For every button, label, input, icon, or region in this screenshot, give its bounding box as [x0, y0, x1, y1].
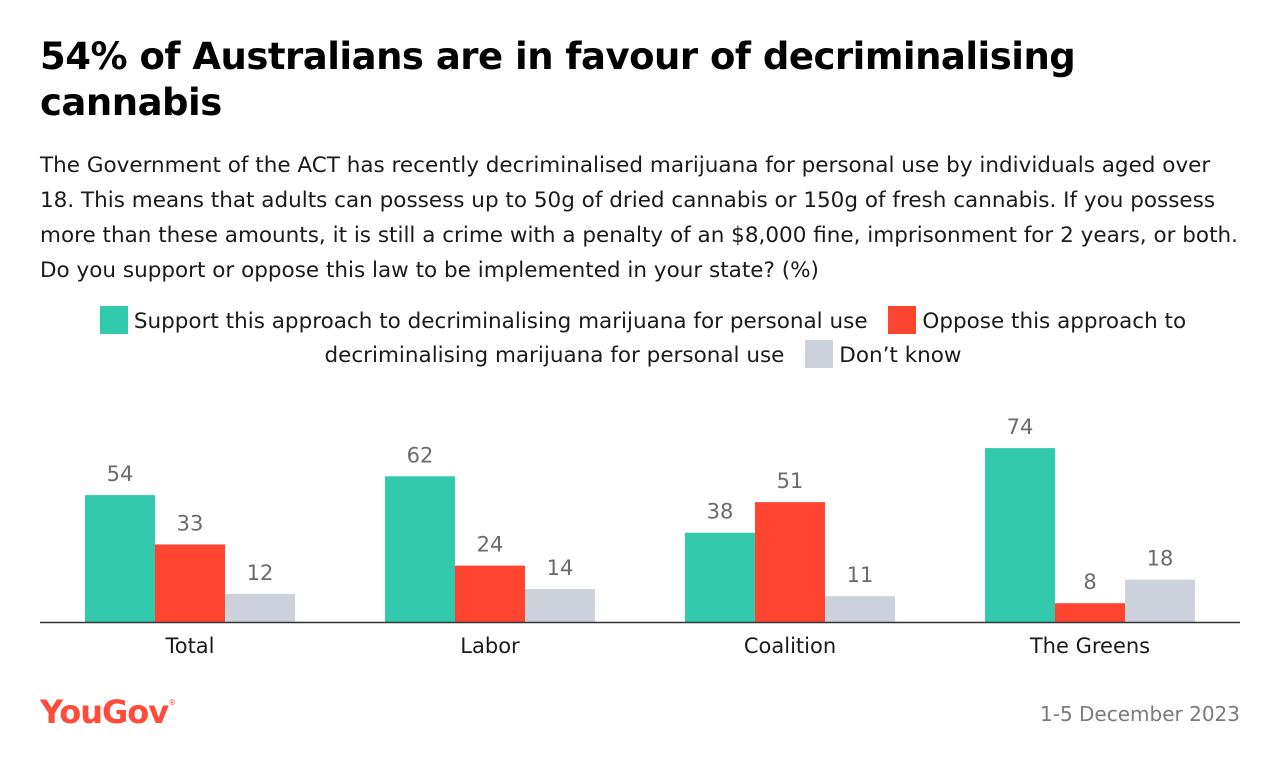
- data-label-total-dont-know: 12: [247, 561, 274, 585]
- legend-label-support: Support this approach to decriminalising…: [133, 309, 868, 334]
- legend-item-dont-know: Don’t know: [805, 340, 962, 368]
- legend-swatch-dont-know: [805, 340, 834, 368]
- bar-chart: 54 33 12 Total 62 24 14 Labor 38 51 11 Coalition 74 8…: [40, 415, 1240, 658]
- legend: Support this approach to decriminalising…: [40, 305, 1246, 373]
- bar-coalition-oppose: [755, 502, 825, 622]
- data-label-the-greens-oppose: 8: [1083, 570, 1096, 594]
- x-tick-label-coalition: Coalition: [744, 634, 836, 658]
- data-label-coalition-support: 38: [707, 500, 734, 524]
- bar-total-support: [85, 495, 155, 622]
- data-label-the-greens-support: 74: [1007, 415, 1034, 439]
- legend-label-dont-know: Don’t know: [839, 343, 962, 368]
- bar-labor-support: [385, 476, 455, 622]
- data-label-labor-oppose: 24: [477, 533, 504, 557]
- data-label-coalition-oppose: 51: [777, 469, 804, 493]
- bar-labor-oppose: [455, 565, 525, 622]
- bar-coalition-dont-know: [825, 596, 895, 622]
- data-label-labor-dont-know: 14: [547, 556, 574, 580]
- bar-total-oppose: [155, 544, 225, 622]
- data-label-total-oppose: 33: [177, 511, 204, 535]
- data-label-the-greens-dont-know: 18: [1147, 547, 1174, 571]
- legend-item-oppose: Oppose this approach to decriminalising …: [324, 306, 1187, 368]
- survey-date: 1-5 December 2023: [1040, 702, 1240, 726]
- legend-item-support: Support this approach to decriminalising…: [99, 306, 868, 334]
- x-tick-label-labor: Labor: [460, 634, 520, 658]
- logo-text: YouGov: [40, 693, 169, 731]
- bar-the-greens-oppose: [1055, 603, 1125, 622]
- yougov-logo: YouGov®: [40, 693, 176, 731]
- data-label-total-support: 54: [107, 462, 134, 486]
- bar-coalition-support: [685, 532, 755, 622]
- legend-swatch-oppose: [888, 306, 917, 334]
- bar-the-greens-support: [985, 448, 1055, 622]
- legend-swatch-support: [99, 306, 128, 334]
- bar-the-greens-dont-know: [1125, 579, 1195, 622]
- bar-total-dont-know: [225, 593, 295, 622]
- data-label-labor-support: 62: [407, 443, 434, 467]
- x-tick-label-the-greens: The Greens: [1029, 634, 1150, 658]
- bar-labor-dont-know: [525, 589, 595, 622]
- data-label-coalition-dont-know: 11: [847, 563, 874, 587]
- legend-label-oppose: Oppose this approach to decriminalising …: [324, 309, 1187, 368]
- x-tick-label-total: Total: [164, 634, 214, 658]
- chart-title: 54% of Australians are in favour of decr…: [40, 35, 1076, 124]
- chart-subtitle: The Government of the ACT has recently d…: [40, 153, 1238, 283]
